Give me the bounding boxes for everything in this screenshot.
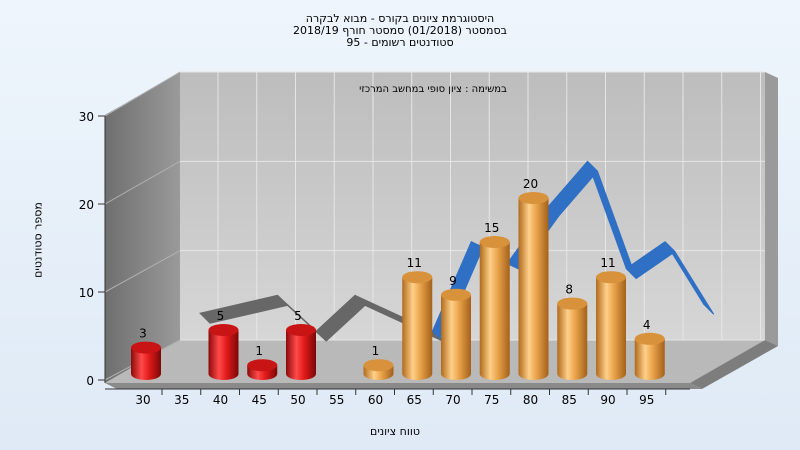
bar-value-label: 20 bbox=[523, 177, 538, 191]
floor bbox=[105, 340, 765, 383]
bar bbox=[208, 324, 239, 380]
ribbon-segment bbox=[664, 241, 715, 315]
grid-lines bbox=[104, 71, 765, 381]
left-wall bbox=[105, 72, 180, 383]
x-tick-label: 50 bbox=[290, 393, 305, 407]
bar-value-label: 1 bbox=[255, 344, 263, 358]
bar-value-label: 5 bbox=[294, 309, 302, 323]
chart-title-line-3: סטודנטים רשומים - 95 bbox=[346, 36, 454, 49]
y-tick-label: 0 bbox=[86, 374, 94, 388]
bar-body bbox=[131, 347, 161, 380]
right-wall-edge bbox=[765, 72, 778, 346]
bar-top bbox=[286, 324, 316, 336]
x-axis-label: טווח ציונים bbox=[370, 425, 420, 438]
bar-top bbox=[363, 359, 394, 372]
x-tick-label: 35 bbox=[174, 393, 189, 407]
x-tick-label: 75 bbox=[484, 393, 499, 407]
x-tick-label: 40 bbox=[213, 393, 228, 407]
bar bbox=[286, 324, 316, 380]
bar bbox=[634, 332, 665, 380]
x-tick-label: 95 bbox=[639, 393, 654, 407]
bar-value-label: 11 bbox=[600, 256, 615, 270]
y-tick-label: 10 bbox=[79, 286, 94, 300]
bar-top bbox=[441, 288, 471, 301]
x-tick-label: 60 bbox=[368, 393, 383, 407]
bar-value-label: 15 bbox=[484, 221, 499, 235]
bar-value-label: 11 bbox=[407, 256, 422, 270]
y-axis-label: מספר סטודנטים bbox=[31, 202, 45, 278]
bar-body bbox=[634, 338, 665, 380]
x-tick-label: 65 bbox=[407, 393, 422, 407]
bar-body bbox=[479, 242, 510, 380]
y-axis: 0 10 20 30 bbox=[79, 110, 106, 388]
bar bbox=[441, 288, 471, 380]
bar-top bbox=[131, 341, 161, 354]
bar bbox=[363, 359, 394, 380]
bar bbox=[518, 192, 549, 380]
bar-top bbox=[634, 332, 665, 345]
bar-value-label: 9 bbox=[449, 274, 457, 288]
bar-top bbox=[557, 297, 588, 310]
y-tick-label: 20 bbox=[79, 198, 94, 212]
chart-title-line-1: היסטוגרמת ציונים בקורס - מבוא לבקרה bbox=[305, 12, 495, 25]
bar-body bbox=[208, 330, 239, 380]
bar bbox=[402, 271, 433, 380]
bar-top bbox=[479, 236, 510, 248]
chart-annotation: במשימה : ציון סופי במחשב המרכזי bbox=[359, 84, 507, 95]
x-tick-label: 80 bbox=[523, 393, 538, 407]
x-axis: 30 35 40 45 50 55 60 65 70 75 80 85 90 95 bbox=[105, 388, 690, 407]
x-tick-label: 30 bbox=[135, 393, 150, 407]
bar-value-label: 1 bbox=[372, 344, 380, 358]
bar-top bbox=[518, 192, 549, 204]
floor-right-edge bbox=[690, 340, 778, 389]
bar-body bbox=[286, 330, 316, 380]
bar-body bbox=[557, 303, 588, 380]
floor-front-edge bbox=[105, 383, 702, 389]
grid-line-left-wall bbox=[104, 71, 181, 117]
bar-value-label: 4 bbox=[643, 318, 651, 332]
x-tick-label: 85 bbox=[562, 393, 577, 407]
bar-body bbox=[441, 294, 471, 380]
bar-top bbox=[208, 324, 239, 336]
grid-line-left-wall bbox=[104, 250, 181, 293]
x-tick-label: 55 bbox=[329, 393, 344, 407]
x-tick-label: 70 bbox=[445, 393, 460, 407]
y-tick-label: 30 bbox=[79, 110, 94, 124]
bar bbox=[131, 341, 161, 380]
bar-value-label: 8 bbox=[565, 283, 573, 297]
bar-top bbox=[596, 271, 626, 284]
bar bbox=[479, 236, 510, 380]
bar-body bbox=[596, 277, 626, 380]
bar-value-label: 3 bbox=[139, 327, 147, 341]
bar-top bbox=[247, 359, 278, 372]
bar bbox=[247, 359, 278, 380]
bar-body bbox=[402, 277, 433, 380]
x-tick-label: 90 bbox=[600, 393, 615, 407]
grid-line-left-wall bbox=[104, 160, 181, 205]
bar bbox=[557, 297, 588, 380]
bar-value-label: 5 bbox=[217, 309, 225, 323]
chart-title-line-2: בסמסטר (01/2018) סמסטר חורף 2018/19 bbox=[293, 24, 507, 37]
bar-body bbox=[518, 198, 549, 380]
x-tick-label: 45 bbox=[252, 393, 267, 407]
bar-top bbox=[402, 271, 433, 284]
bar bbox=[596, 271, 626, 380]
